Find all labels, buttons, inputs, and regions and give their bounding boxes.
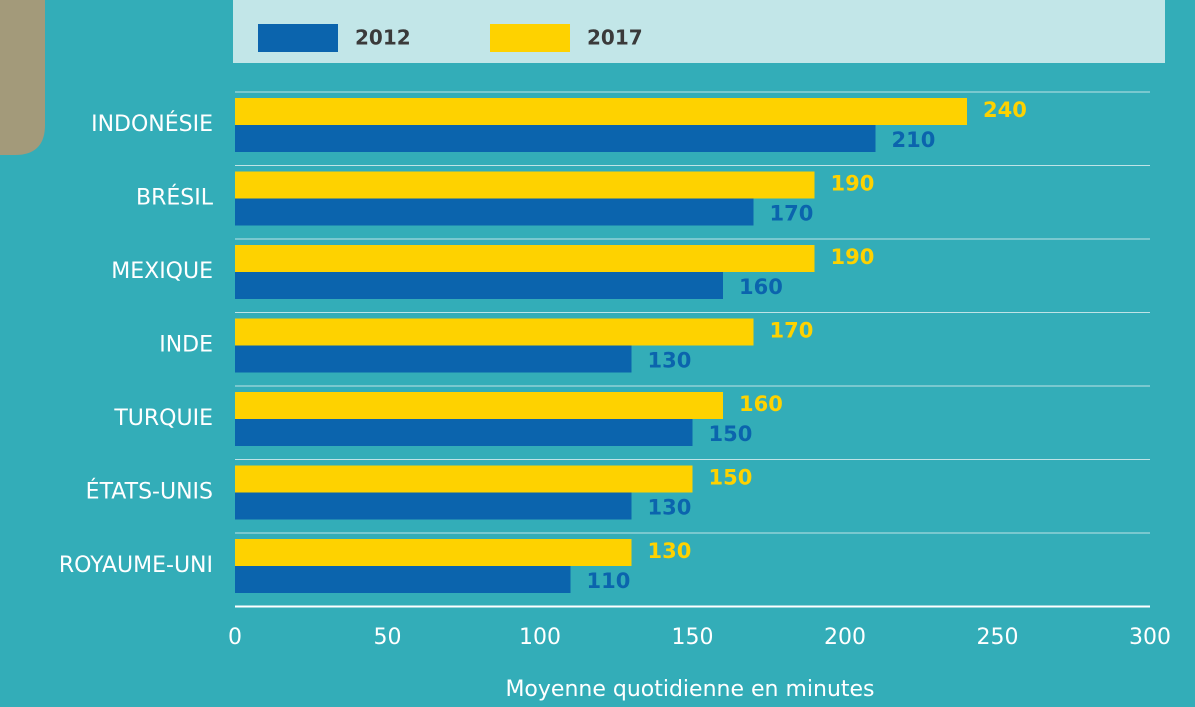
bar (235, 125, 876, 152)
x-tick-label: 100 (519, 625, 561, 650)
bar (235, 171, 815, 199)
category-label: ROYAUME-UNI (59, 553, 213, 578)
bar (235, 539, 632, 566)
bar (235, 465, 693, 493)
value-label: 110 (587, 569, 631, 593)
legend-box (233, 0, 1165, 63)
bar (235, 245, 815, 272)
corner-decoration (0, 0, 45, 155)
value-label: 150 (709, 466, 753, 490)
x-axis-label: Moyenne quotidienne en minutes (505, 677, 874, 702)
category-label: BRÉSIL (136, 185, 214, 211)
x-tick-label: 0 (228, 625, 242, 650)
value-label: 190 (831, 245, 875, 269)
value-label: 160 (739, 392, 783, 416)
x-tick-label: 150 (672, 625, 714, 650)
bar (235, 419, 693, 446)
value-label: 130 (648, 349, 692, 373)
bar (235, 566, 571, 593)
category-label: INDE (159, 333, 213, 358)
category-label: INDONÉSIE (91, 111, 213, 137)
bar (235, 392, 723, 419)
value-label: 130 (648, 539, 692, 563)
bar (235, 345, 632, 373)
bar (235, 98, 967, 125)
bar (235, 318, 754, 346)
category-label: TURQUIE (113, 406, 213, 431)
legend-label: 2012 (355, 26, 411, 50)
x-tick-label: 50 (374, 625, 402, 650)
x-tick-label: 250 (977, 625, 1019, 650)
value-label: 170 (770, 202, 814, 226)
legend-swatch (258, 24, 338, 52)
bar (235, 272, 723, 299)
value-label: 210 (892, 128, 936, 152)
category-label: MEXIQUE (111, 259, 213, 284)
bar (235, 492, 632, 520)
value-label: 190 (831, 172, 875, 196)
x-tick-label: 300 (1129, 625, 1171, 650)
value-label: 130 (648, 496, 692, 520)
value-label: 240 (983, 98, 1027, 122)
legend-label: 2017 (587, 26, 643, 50)
bar (235, 198, 754, 226)
x-tick-label: 200 (824, 625, 866, 650)
category-label: ÉTATS-UNIS (86, 479, 213, 505)
legend-swatch (490, 24, 570, 52)
value-label: 160 (739, 275, 783, 299)
value-label: 150 (709, 422, 753, 446)
value-label: 170 (770, 319, 814, 343)
